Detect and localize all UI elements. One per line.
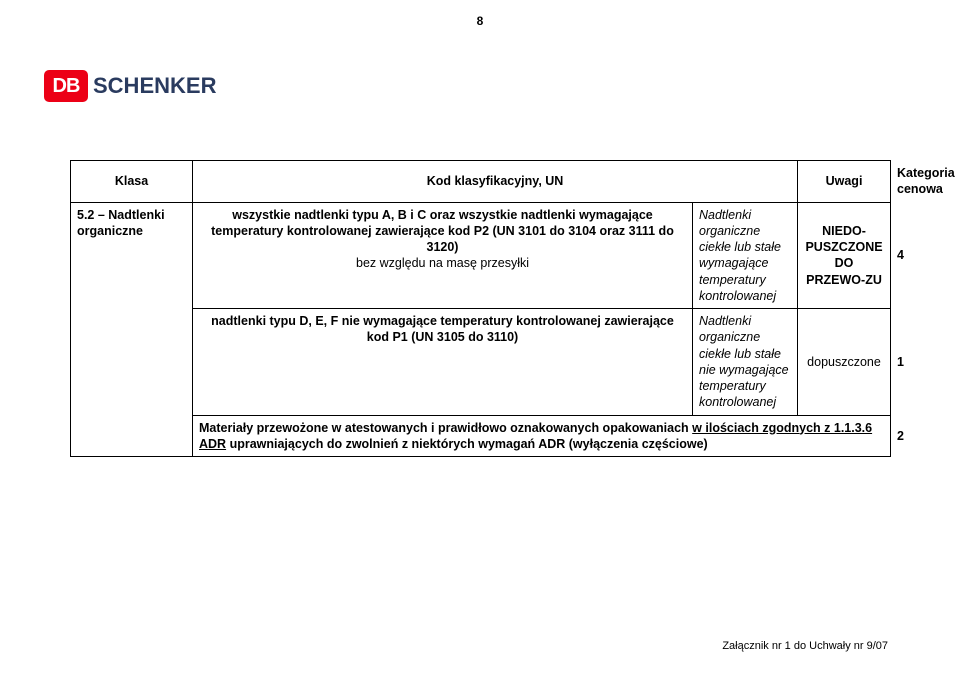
header-klasa: Klasa xyxy=(71,161,193,203)
row2-uwagi: dopuszczone xyxy=(798,309,891,416)
logo: DB SCHENKER xyxy=(44,70,216,102)
db-logo-box: DB xyxy=(44,70,88,102)
klasa-text: 5.2 – Nadtlenki organiczne xyxy=(77,208,165,238)
row3-text-cell: Materiały przewożone w atestowanych i pr… xyxy=(193,415,891,457)
row1-left-main: wszystkie nadtlenki typu A, B i C oraz w… xyxy=(199,207,686,256)
row1-right: Nadtlenki organiczne ciekłe lub stałe wy… xyxy=(693,202,798,309)
row2-left: nadtlenki typu D, E, F nie wymagające te… xyxy=(193,309,693,416)
row1-left: wszystkie nadtlenki typu A, B i C oraz w… xyxy=(193,202,693,309)
classification-table: Klasa Kod klasyfikacyjny, UN Uwagi Kateg… xyxy=(70,160,890,457)
row2-right: Nadtlenki organiczne ciekłe lub stałe ni… xyxy=(693,309,798,416)
header-uwagi: Uwagi xyxy=(798,161,891,203)
table-header-row: Klasa Kod klasyfikacyjny, UN Uwagi Kateg… xyxy=(71,161,891,203)
brand-text: SCHENKER xyxy=(93,73,216,99)
table-row: Materiały przewożone w atestowanych i pr… xyxy=(71,415,891,457)
row1-left-extra: bez względu na masę przesyłki xyxy=(199,255,686,271)
klasa-cell: 5.2 – Nadtlenki organiczne xyxy=(71,202,193,457)
page-number: 8 xyxy=(477,14,484,28)
table-row: 5.2 – Nadtlenki organiczne wszystkie nad… xyxy=(71,202,891,309)
footer-note: Załącznik nr 1 do Uchwały nr 9/07 xyxy=(722,640,888,652)
header-kod: Kod klasyfikacyjny, UN xyxy=(193,161,798,203)
table-row: nadtlenki typu D, E, F nie wymagające te… xyxy=(71,309,891,416)
row1-uwagi: NIEDO-PUSZCZONE DO PRZEWO-ZU xyxy=(798,202,891,309)
